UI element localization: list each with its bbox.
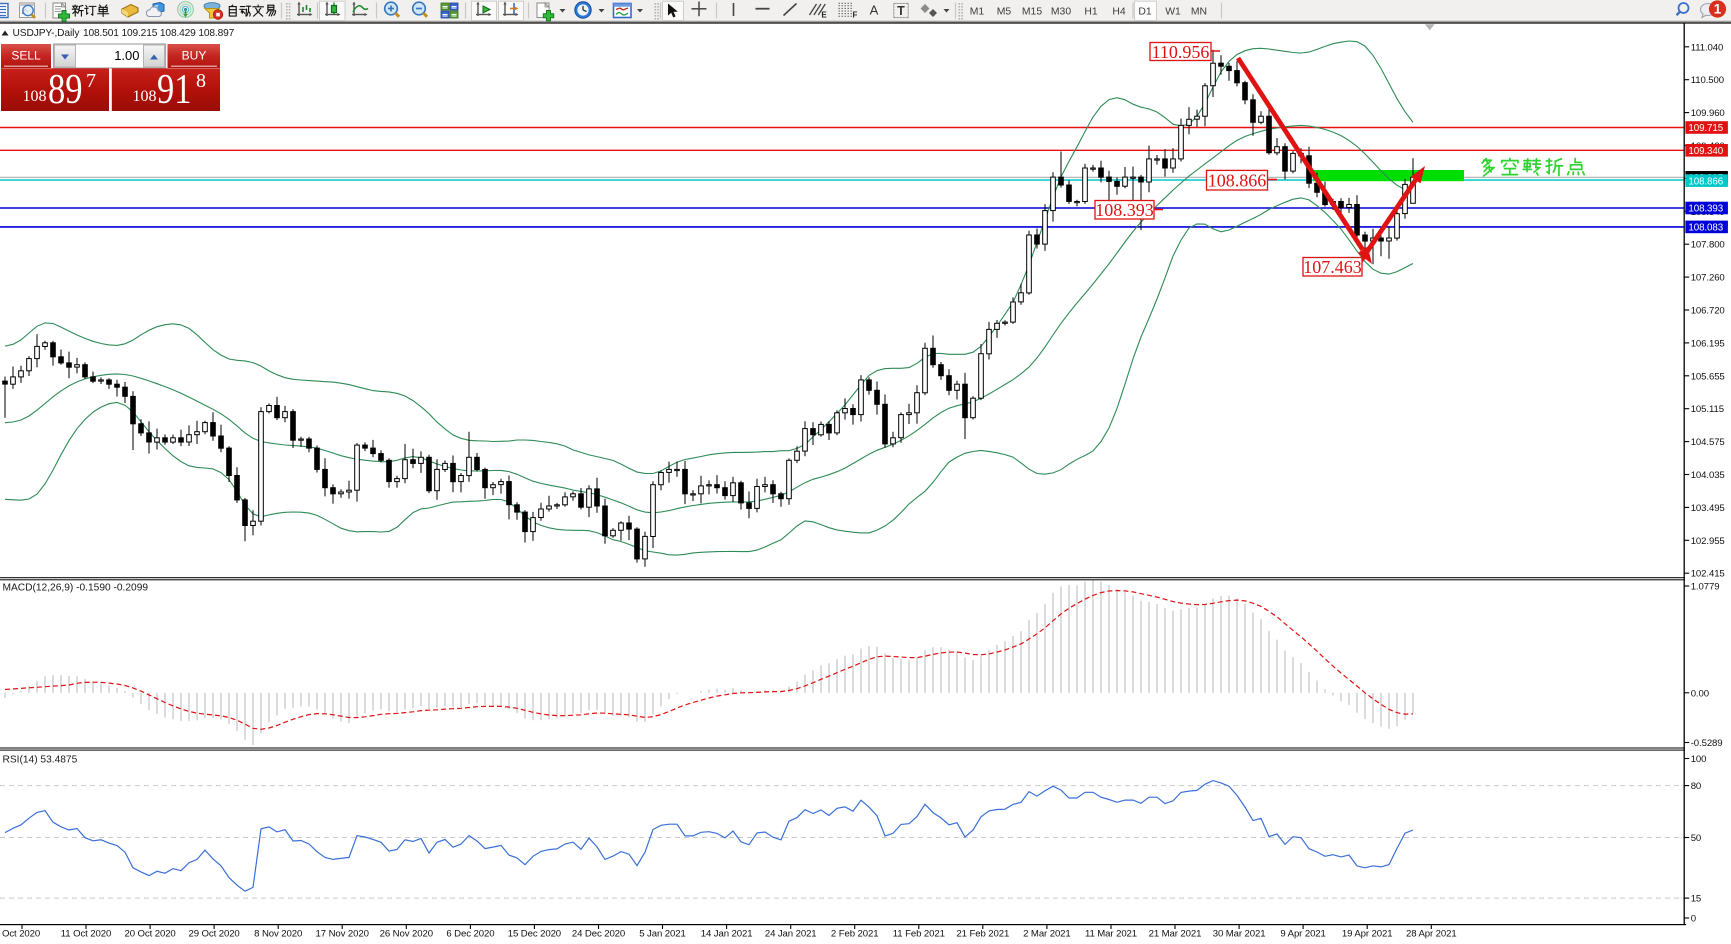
svg-text:108.083: 108.083 — [1688, 223, 1723, 234]
svg-text:107.260: 107.260 — [1691, 273, 1725, 284]
svg-text:8 Nov 2020: 8 Nov 2020 — [254, 929, 302, 940]
svg-text:2 Feb 2021: 2 Feb 2021 — [831, 929, 879, 940]
svg-text:-0.5289: -0.5289 — [1691, 738, 1723, 749]
svg-text:107.800: 107.800 — [1691, 240, 1725, 251]
svg-text:26 Nov 2020: 26 Nov 2020 — [380, 929, 433, 940]
svg-text:RSI(14) 53.4875: RSI(14) 53.4875 — [3, 755, 78, 766]
svg-text:M1: M1 — [970, 7, 985, 18]
svg-text:20 Oct 2020: 20 Oct 2020 — [125, 929, 176, 940]
svg-text:17 Nov 2020: 17 Nov 2020 — [316, 929, 369, 940]
svg-text:108.866: 108.866 — [1688, 176, 1723, 187]
svg-text:103.495: 103.495 — [1691, 503, 1725, 514]
svg-text:109.715: 109.715 — [1688, 123, 1723, 134]
svg-text:USDJPY-,Daily: USDJPY-,Daily — [13, 28, 81, 39]
svg-text:19 Apr 2021: 19 Apr 2021 — [1342, 929, 1393, 940]
svg-text:F: F — [853, 11, 858, 20]
svg-text:BUY: BUY — [182, 49, 207, 63]
svg-text:80: 80 — [1691, 781, 1701, 792]
svg-text:M30: M30 — [1051, 7, 1071, 18]
svg-text:110.956: 110.956 — [1152, 42, 1210, 62]
svg-text:2 Mar 2021: 2 Mar 2021 — [1023, 929, 1071, 940]
svg-text:15: 15 — [1691, 894, 1701, 905]
svg-text:30 Mar 2021: 30 Mar 2021 — [1213, 929, 1266, 940]
svg-text:15 Dec 2020: 15 Dec 2020 — [508, 929, 561, 940]
svg-text:105.655: 105.655 — [1691, 371, 1725, 382]
svg-text:100: 100 — [1691, 754, 1707, 765]
svg-text:11 Oct 2020: 11 Oct 2020 — [61, 929, 111, 940]
svg-text:102.955: 102.955 — [1691, 536, 1725, 547]
svg-text:29 Oct 2020: 29 Oct 2020 — [189, 929, 240, 940]
svg-text:110.500: 110.500 — [1691, 75, 1724, 86]
svg-text:89: 89 — [48, 67, 83, 113]
svg-text:T: T — [897, 4, 905, 18]
svg-text:M5: M5 — [997, 7, 1012, 18]
svg-text:1: 1 — [1714, 2, 1722, 17]
svg-text:0: 0 — [1691, 914, 1696, 925]
svg-text:108: 108 — [23, 88, 47, 105]
svg-text:111.040: 111.040 — [1691, 42, 1724, 53]
svg-text:14 Jan 2021: 14 Jan 2021 — [701, 929, 753, 940]
svg-text:MACD(12,26,9) -0.1590 -0.2099: MACD(12,26,9) -0.1590 -0.2099 — [3, 583, 149, 594]
svg-text:0.00: 0.00 — [1691, 688, 1709, 699]
svg-text:102.415: 102.415 — [1691, 569, 1725, 580]
svg-text:1.0779: 1.0779 — [1691, 582, 1720, 593]
svg-text:91: 91 — [157, 67, 192, 113]
svg-text:24 Dec 2020: 24 Dec 2020 — [572, 929, 625, 940]
svg-text:D1: D1 — [1138, 7, 1152, 18]
svg-text:28 Apr 2021: 28 Apr 2021 — [1406, 929, 1457, 940]
svg-text:108.393: 108.393 — [1688, 204, 1723, 215]
svg-text:105.115: 105.115 — [1691, 404, 1724, 415]
svg-text:109.340: 109.340 — [1688, 146, 1723, 157]
svg-text:SELL: SELL — [11, 49, 41, 63]
svg-text:109.960: 109.960 — [1691, 108, 1725, 119]
svg-text:108.501 109.215 108.429 108.89: 108.501 109.215 108.429 108.897 — [83, 28, 235, 39]
svg-text:A: A — [870, 3, 879, 18]
svg-text:11 Mar 2021: 11 Mar 2021 — [1085, 929, 1137, 940]
svg-text:Oct 2020: Oct 2020 — [2, 929, 40, 940]
svg-text:E: E — [821, 11, 827, 20]
svg-text:7: 7 — [86, 70, 96, 92]
svg-text:108.866: 108.866 — [1208, 171, 1267, 191]
svg-text:M15: M15 — [1022, 7, 1042, 18]
svg-text:21 Mar 2021: 21 Mar 2021 — [1149, 929, 1202, 940]
svg-text:11 Feb 2021: 11 Feb 2021 — [893, 929, 945, 940]
svg-text:104.035: 104.035 — [1691, 470, 1725, 481]
svg-text:108: 108 — [133, 88, 157, 105]
svg-text:H4: H4 — [1112, 7, 1126, 18]
svg-text:6 Dec 2020: 6 Dec 2020 — [446, 929, 494, 940]
svg-text:MN: MN — [1191, 7, 1207, 18]
svg-text:21 Feb 2021: 21 Feb 2021 — [956, 929, 1009, 940]
svg-text:50: 50 — [1691, 833, 1701, 844]
svg-text:107.463: 107.463 — [1303, 257, 1362, 277]
svg-text:H1: H1 — [1084, 7, 1098, 18]
svg-text:24 Jan 2021: 24 Jan 2021 — [765, 929, 817, 940]
svg-text:8: 8 — [196, 70, 206, 92]
svg-text:5 Jan 2021: 5 Jan 2021 — [639, 929, 685, 940]
svg-text:106.720: 106.720 — [1691, 306, 1725, 317]
svg-text:9 Apr 2021: 9 Apr 2021 — [1280, 929, 1325, 940]
svg-text:1.00: 1.00 — [114, 48, 139, 63]
svg-text:108.393: 108.393 — [1095, 200, 1154, 220]
svg-text:106.195: 106.195 — [1691, 338, 1725, 349]
svg-text:W1: W1 — [1165, 7, 1181, 18]
svg-text:104.575: 104.575 — [1691, 437, 1725, 448]
